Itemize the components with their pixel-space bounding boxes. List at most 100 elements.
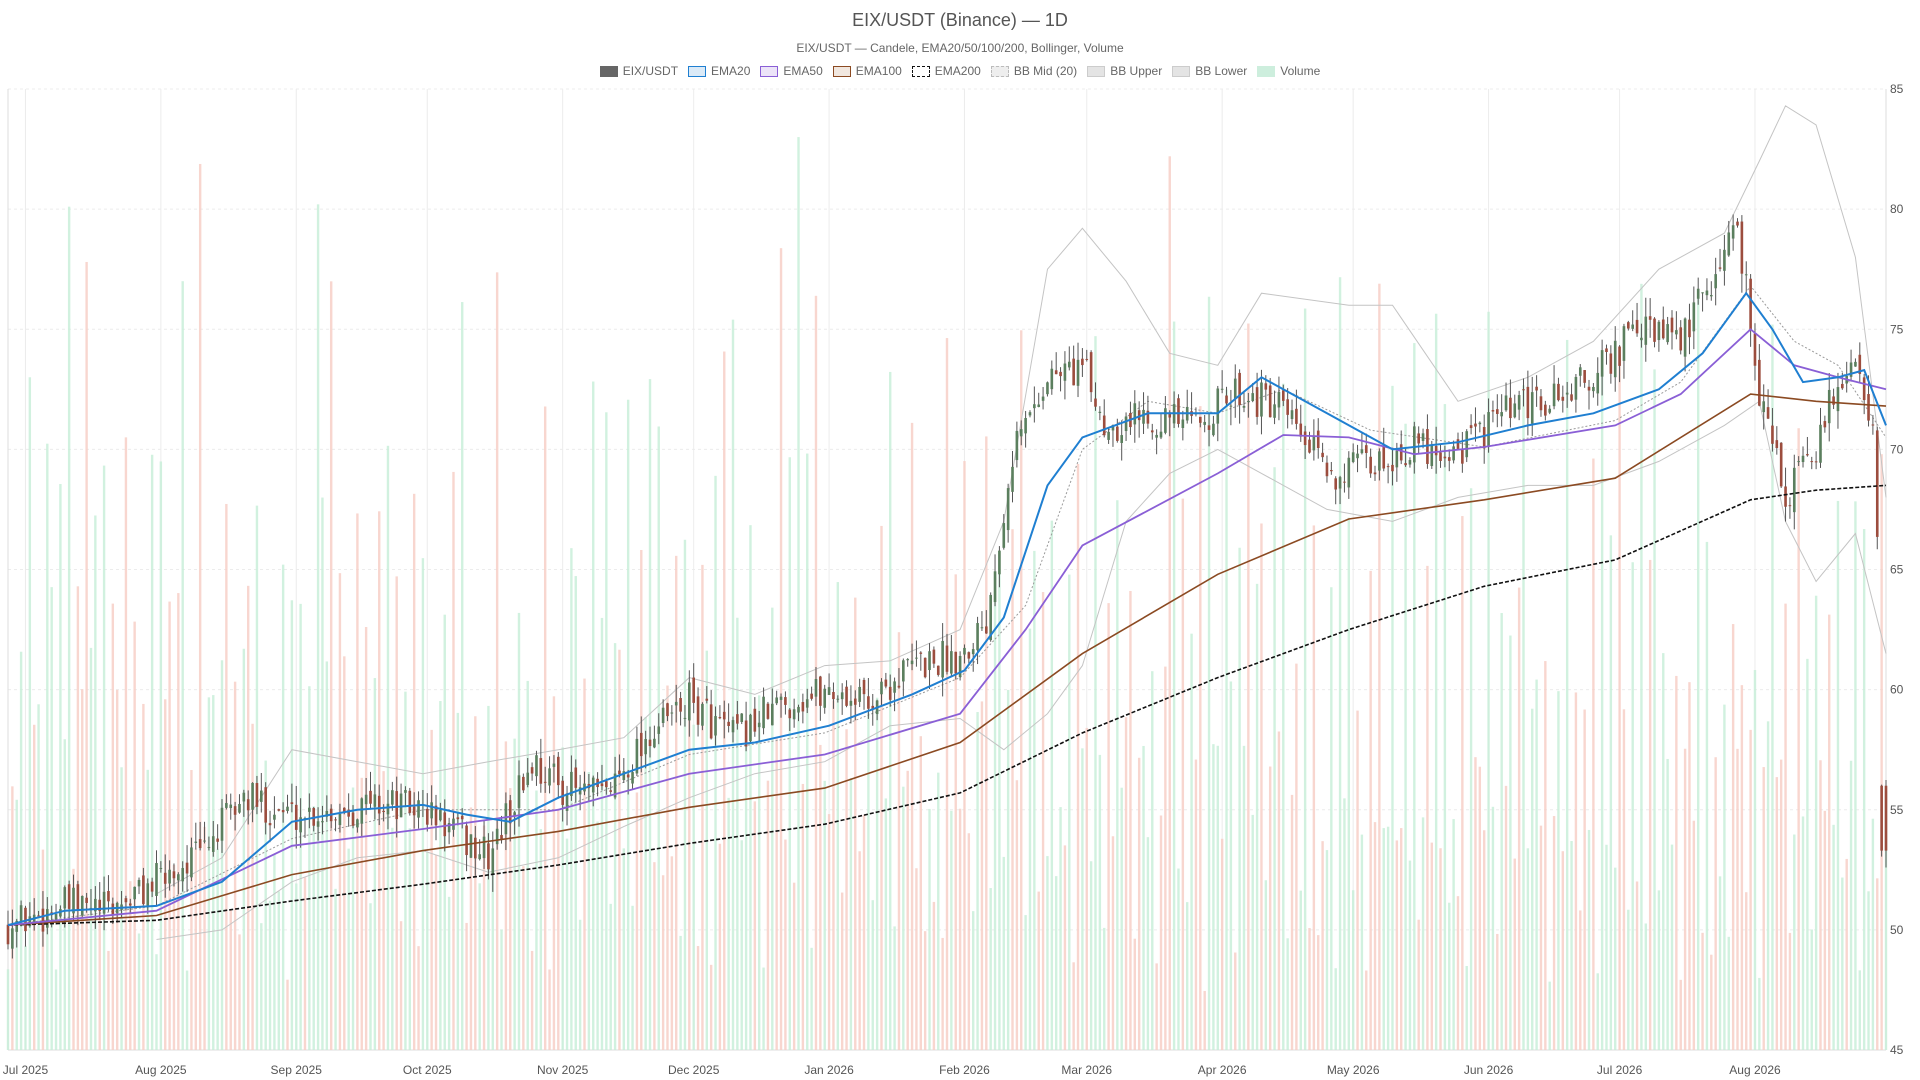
volume-bar (1391, 385, 1394, 1050)
candle-body (1378, 451, 1381, 471)
volume-bar (321, 497, 324, 1051)
volume-bar (1085, 727, 1088, 1050)
x-tick-label: Feb 2026 (939, 1063, 990, 1077)
candle-body (998, 550, 1001, 575)
candle-body (688, 682, 691, 721)
candle-body (1788, 505, 1792, 507)
legend-label: BB Mid (20) (1013, 64, 1078, 78)
legend-item[interactable]: BB Lower (1172, 64, 1247, 78)
legend-item[interactable]: EIX/USDT (599, 64, 679, 78)
candle-body (1102, 415, 1106, 436)
volume-bar (238, 934, 241, 1050)
volume-bar (653, 862, 656, 1050)
candle-body (1849, 362, 1853, 377)
candle-body (264, 787, 267, 823)
candle-body (1111, 425, 1115, 431)
legend-label: EIX/USDT (622, 64, 679, 78)
volume-bar (461, 302, 464, 1050)
candle-body (1456, 439, 1460, 450)
volume-bar (220, 660, 224, 1050)
legend-item[interactable]: Volume (1257, 64, 1320, 78)
volume-bar (1155, 963, 1158, 1050)
candle-body (1661, 319, 1665, 339)
volume-bar (1312, 525, 1316, 1050)
volume-bar (1627, 909, 1630, 1050)
volume-bar (1054, 876, 1058, 1050)
volume-bar (1587, 829, 1591, 1050)
volume-bar (1548, 981, 1551, 1050)
candle-body (1806, 454, 1809, 456)
candle-body (308, 807, 311, 812)
volume-bar (1020, 330, 1023, 1050)
candle-body (1474, 423, 1477, 427)
volume-bar (1727, 936, 1730, 1050)
candle-body (495, 828, 499, 845)
x-tick-label: Jun 2026 (1464, 1063, 1514, 1077)
candle-body (150, 881, 154, 892)
candle-body (456, 817, 460, 820)
candle-body (482, 836, 486, 859)
volume-bar (347, 848, 350, 1050)
candle-body (1028, 412, 1032, 416)
candle-body (749, 714, 752, 742)
candle-body (1867, 394, 1870, 421)
volume-bar (242, 648, 246, 1050)
volume-bar (1478, 766, 1482, 1050)
candle-body (395, 791, 399, 820)
volume-bar (434, 854, 438, 1050)
volume-bar (1338, 277, 1342, 1050)
candle-body (517, 775, 521, 808)
volume-bar (858, 851, 861, 1050)
candle-body (941, 640, 944, 678)
legend-item[interactable]: EMA50 (760, 64, 823, 78)
volume-bar (1325, 850, 1329, 1050)
volume-bar (578, 919, 582, 1050)
candle-body (1683, 318, 1687, 357)
candle-body (1434, 445, 1438, 456)
candle-body (1164, 408, 1167, 433)
legend-label: BB Lower (1195, 64, 1248, 78)
candle-body (1116, 426, 1119, 441)
legend-swatch (1172, 65, 1191, 77)
volume-bar (1260, 523, 1263, 1050)
candle-body (1596, 372, 1600, 394)
legend-item[interactable]: EMA100 (832, 64, 902, 78)
volume-bar (1653, 369, 1656, 1051)
volume-bar (98, 900, 101, 1050)
volume-bar (561, 747, 564, 1050)
candle-body (229, 804, 233, 809)
candle-body (1391, 464, 1394, 472)
candle-body (884, 679, 888, 687)
legend-label: Volume (1280, 64, 1321, 78)
volume-bar (509, 788, 512, 1050)
candle-body (1011, 466, 1014, 492)
candle-body (639, 732, 643, 757)
volume-bar (766, 780, 770, 1050)
candle-body (1875, 430, 1879, 537)
candle-body (950, 651, 953, 674)
candle-body (661, 707, 665, 724)
candle-body (1225, 395, 1228, 404)
legend-item[interactable]: BB Upper (1087, 64, 1162, 78)
candle-body (648, 739, 652, 747)
volume-bar (945, 338, 949, 1050)
volume-bar (94, 515, 97, 1050)
volume-bar (1635, 881, 1639, 1050)
legend-item[interactable]: BB Mid (20) (990, 64, 1078, 78)
candle-body (1854, 361, 1857, 367)
y-tick-label: 75 (1890, 322, 1904, 336)
legend-item[interactable]: EMA200 (911, 64, 981, 78)
volume-bar (225, 503, 228, 1051)
volume-bar (867, 712, 870, 1050)
candle-body (1478, 422, 1482, 425)
volume-bar (1386, 826, 1390, 1050)
legend-item[interactable]: EMA20 (688, 64, 750, 78)
volume-bar (740, 840, 743, 1050)
x-tick-label: May 2026 (1327, 1063, 1380, 1077)
volume-bar (574, 576, 577, 1050)
volume-bar (1526, 848, 1530, 1050)
volume-bar (1810, 929, 1813, 1050)
volume-bar (819, 744, 822, 1050)
candle-body (853, 698, 857, 705)
volume-bar (941, 937, 944, 1050)
